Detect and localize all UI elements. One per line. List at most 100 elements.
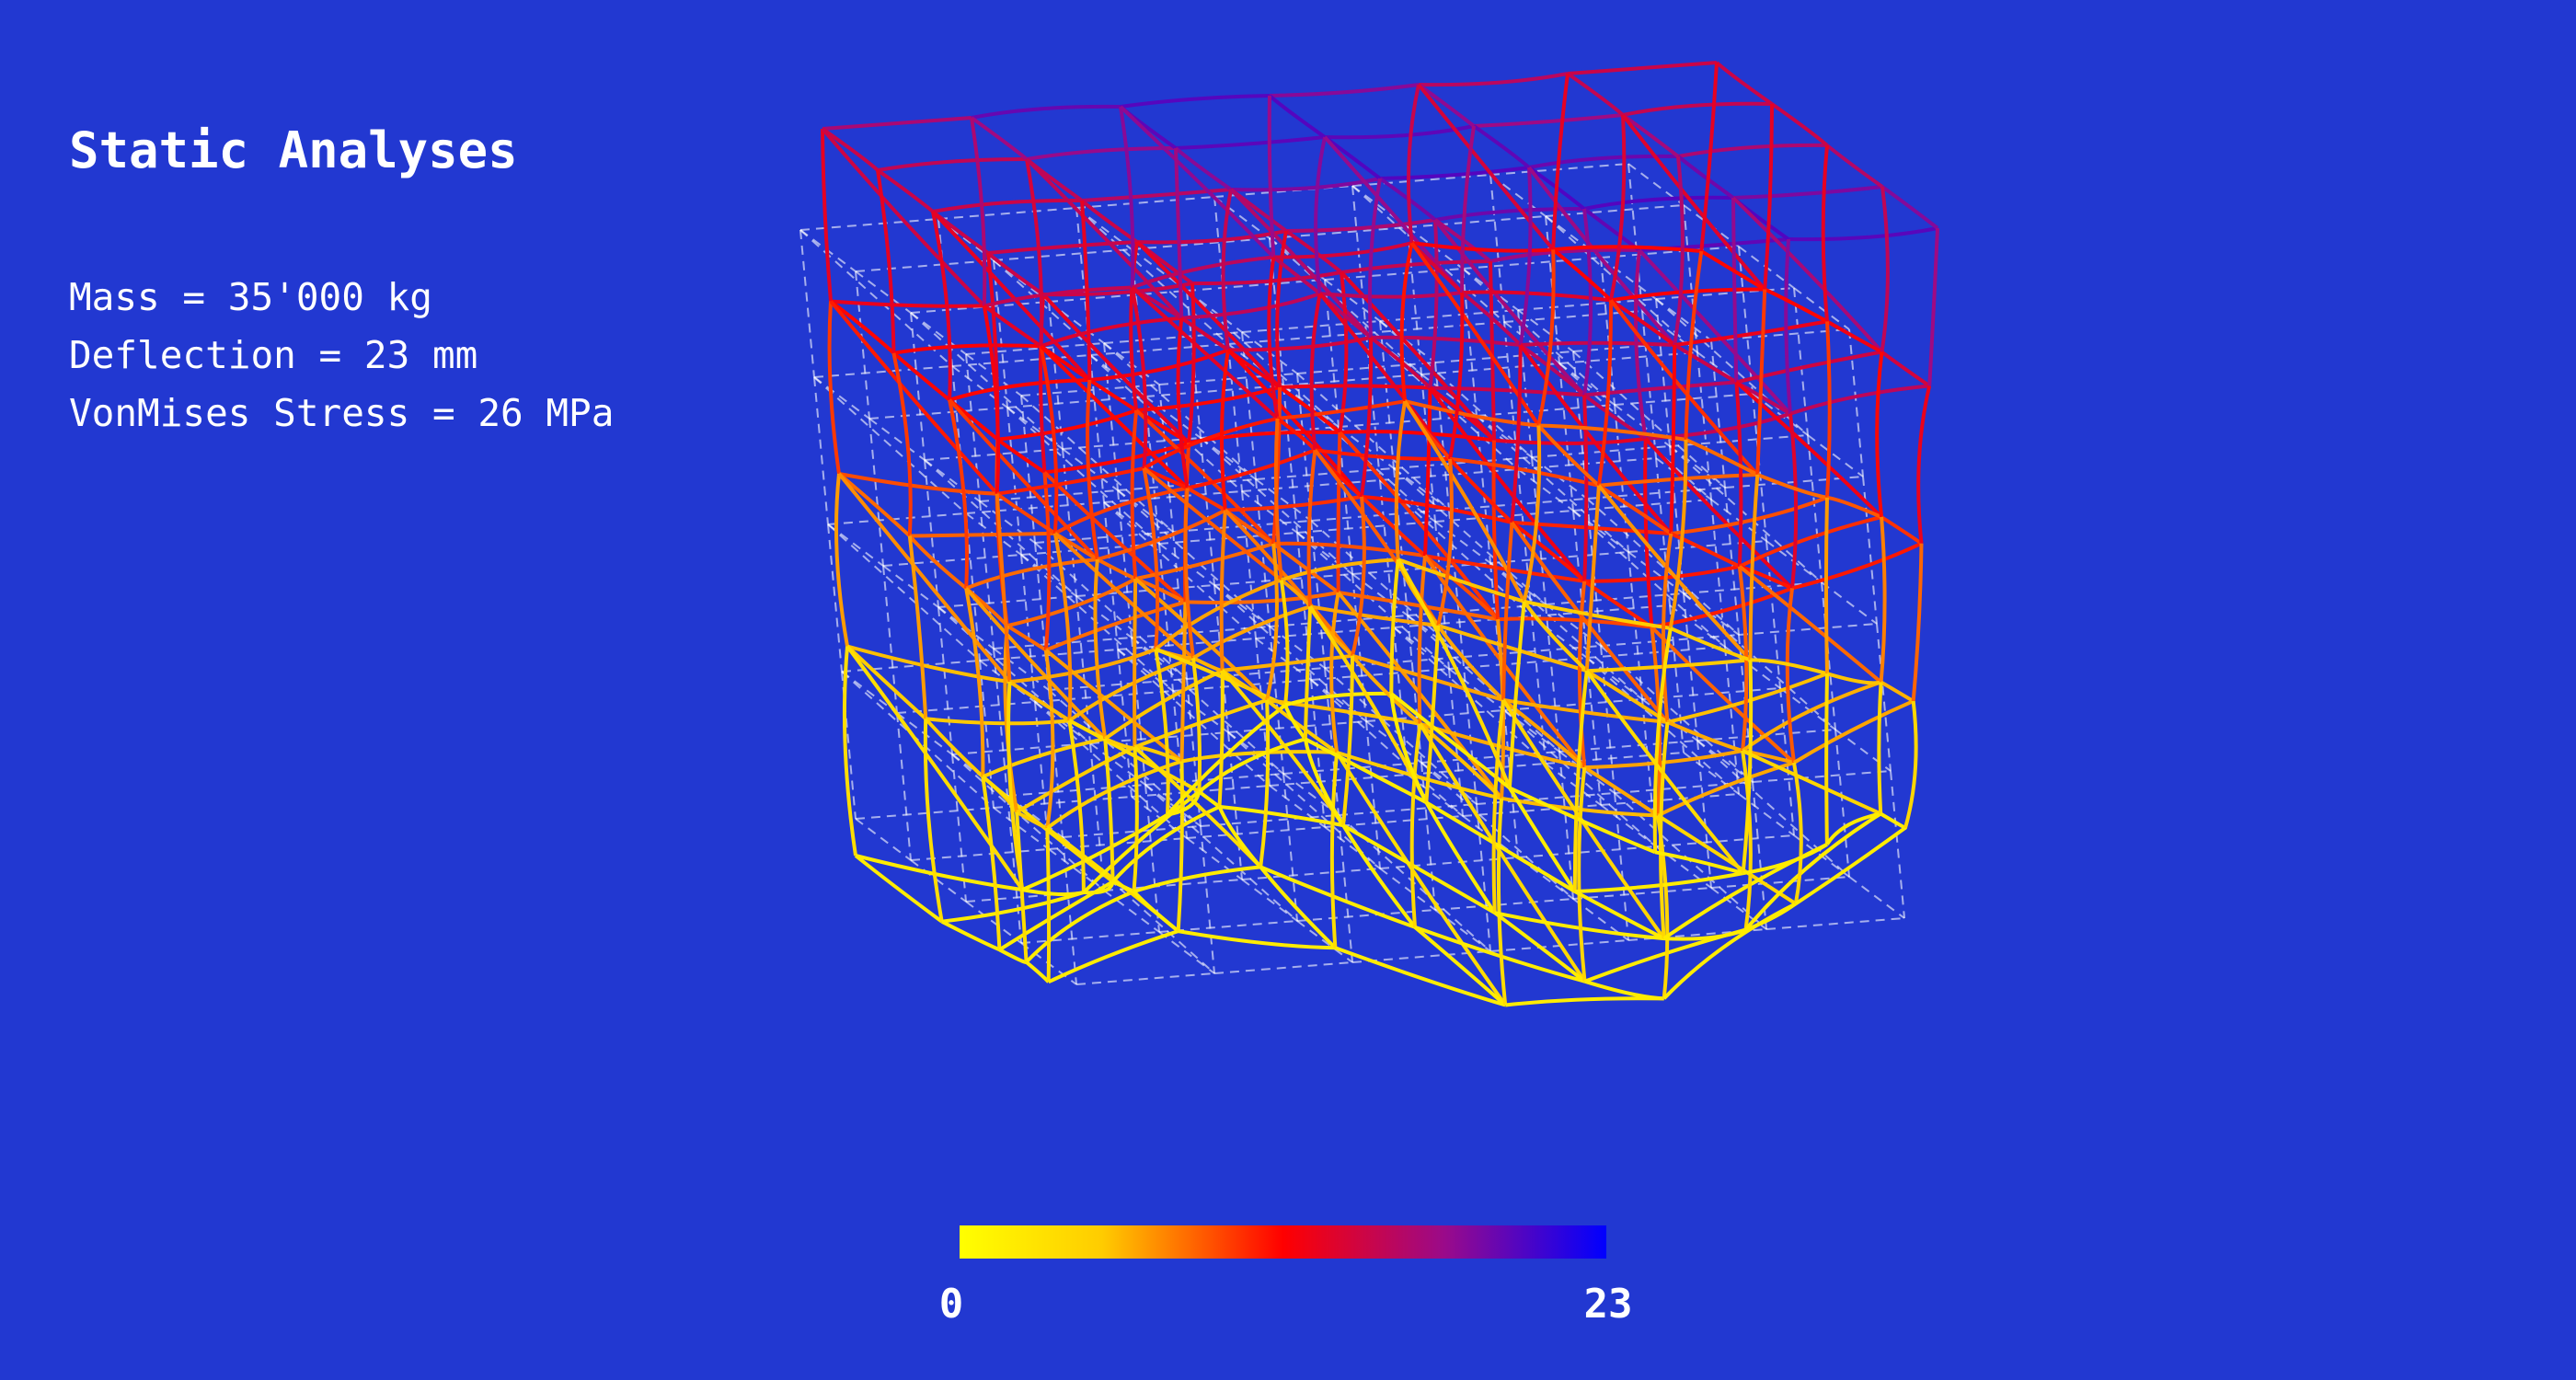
deformed-member bbox=[983, 304, 1042, 349]
undeformed-member bbox=[1407, 215, 1547, 228]
deformed-member bbox=[1536, 424, 1601, 488]
deformed-member bbox=[1700, 249, 1766, 292]
deformed-member bbox=[1198, 737, 1306, 793]
deformed-member bbox=[1180, 316, 1230, 351]
deformed-member bbox=[1583, 380, 1737, 397]
deformed-member bbox=[1473, 113, 1624, 128]
undeformed-member bbox=[1006, 396, 1146, 408]
undeformed-member bbox=[1048, 290, 1188, 303]
deformed-member bbox=[1340, 270, 1496, 442]
deformed-member bbox=[1826, 319, 1883, 354]
deformed-member bbox=[1528, 154, 1679, 169]
deformed-member bbox=[1154, 649, 1170, 815]
deformed-member bbox=[1351, 654, 1421, 726]
deformed-frame bbox=[821, 61, 1939, 1007]
deformed-member bbox=[821, 127, 986, 307]
deformed-member bbox=[1217, 806, 1262, 868]
undeformed-member bbox=[1186, 667, 1326, 680]
undeformed-member bbox=[1089, 742, 1146, 786]
deformed-member bbox=[1608, 114, 1627, 301]
colorbar-min: 0 bbox=[939, 1281, 964, 1328]
deformed-member bbox=[908, 535, 968, 591]
undeformed-member bbox=[1627, 928, 1767, 941]
deformed-member bbox=[1136, 229, 1287, 245]
deformed-member bbox=[1785, 588, 1796, 764]
deformed-member bbox=[1927, 227, 1939, 386]
undeformed-member bbox=[1558, 751, 1574, 900]
deformed-member bbox=[1021, 812, 1169, 891]
undeformed-member bbox=[1517, 309, 1533, 458]
undeformed-member bbox=[1517, 468, 1533, 617]
deformed-member bbox=[923, 719, 944, 923]
deformed-member bbox=[1219, 510, 1227, 671]
undeformed-member bbox=[1407, 615, 1422, 764]
deformed-member bbox=[987, 240, 1138, 255]
deformed-member bbox=[1433, 218, 1586, 397]
deformed-member bbox=[1433, 218, 1492, 263]
deformed-member bbox=[1119, 106, 1135, 288]
undeformed-member bbox=[1351, 573, 1409, 616]
undeformed-member bbox=[1282, 773, 1298, 922]
undeformed-member bbox=[1227, 332, 1367, 345]
deformed-member bbox=[1267, 95, 1276, 258]
deformed-member bbox=[1417, 83, 1555, 251]
deformed-member bbox=[1042, 470, 1187, 604]
undeformed-member bbox=[1365, 720, 1381, 869]
deformed-member bbox=[1006, 577, 1137, 628]
undeformed-member bbox=[1600, 804, 1657, 847]
deformed-member bbox=[995, 493, 1012, 683]
deformed-member bbox=[1437, 623, 1588, 673]
deformed-member bbox=[1911, 543, 1924, 702]
deformed-member bbox=[1610, 287, 1765, 303]
deformed-member bbox=[926, 717, 1070, 726]
deformed-member bbox=[854, 854, 943, 924]
undeformed-member bbox=[855, 270, 912, 314]
undeformed-member bbox=[1186, 678, 1202, 827]
deformed-member bbox=[1824, 673, 1829, 845]
deformed-member bbox=[1220, 350, 1230, 511]
deformed-member bbox=[1748, 474, 1760, 661]
deformed-member bbox=[1181, 750, 1338, 764]
deformed-member bbox=[1175, 135, 1326, 150]
deformed-member bbox=[1657, 761, 1795, 818]
undeformed-member bbox=[1476, 792, 1616, 805]
deformed-member bbox=[1826, 672, 1882, 685]
undeformed-member bbox=[1586, 657, 1740, 795]
deformed-member bbox=[1185, 591, 1340, 604]
undeformed-member bbox=[1655, 298, 1671, 447]
deformed-member bbox=[1821, 144, 1829, 322]
deformed-member bbox=[845, 645, 1024, 891]
undeformed-member bbox=[979, 500, 1036, 544]
deformed-member bbox=[1621, 113, 1680, 158]
deformed-member bbox=[1176, 761, 1184, 932]
deformed-member bbox=[949, 378, 1090, 402]
deformed-member bbox=[1496, 798, 1508, 1006]
deformed-member bbox=[1825, 811, 1881, 845]
deformed-member bbox=[1735, 380, 1883, 519]
deformed-member bbox=[1086, 379, 1099, 560]
undeformed-member bbox=[1503, 709, 1519, 858]
deformed-member bbox=[1430, 385, 1585, 397]
undeformed-member bbox=[1572, 499, 1712, 512]
undeformed-member bbox=[1255, 467, 1395, 480]
undeformed-member bbox=[1048, 848, 1105, 891]
undeformed-member bbox=[1089, 343, 1229, 356]
deformed-member bbox=[1652, 627, 1673, 853]
deformed-member bbox=[940, 919, 1001, 952]
colorbar-max: 23 bbox=[1584, 1281, 1633, 1328]
deformed-member bbox=[1567, 61, 1718, 75]
deformed-member bbox=[1025, 158, 1044, 347]
undeformed-member bbox=[1296, 532, 1450, 670]
deformed-member bbox=[1584, 564, 1741, 583]
deformed-member bbox=[1582, 208, 1593, 396]
undeformed-member bbox=[937, 207, 1077, 220]
deformed-member bbox=[1744, 902, 1798, 932]
deformed-member bbox=[1734, 382, 1743, 567]
deformed-member bbox=[996, 438, 1046, 475]
deformed-member bbox=[996, 466, 1144, 496]
undeformed-member bbox=[993, 648, 1050, 691]
deformed-member bbox=[1279, 580, 1290, 706]
deformed-member bbox=[1763, 103, 1774, 290]
undeformed-member bbox=[1020, 395, 1036, 544]
deformed-member bbox=[1068, 656, 1194, 722]
